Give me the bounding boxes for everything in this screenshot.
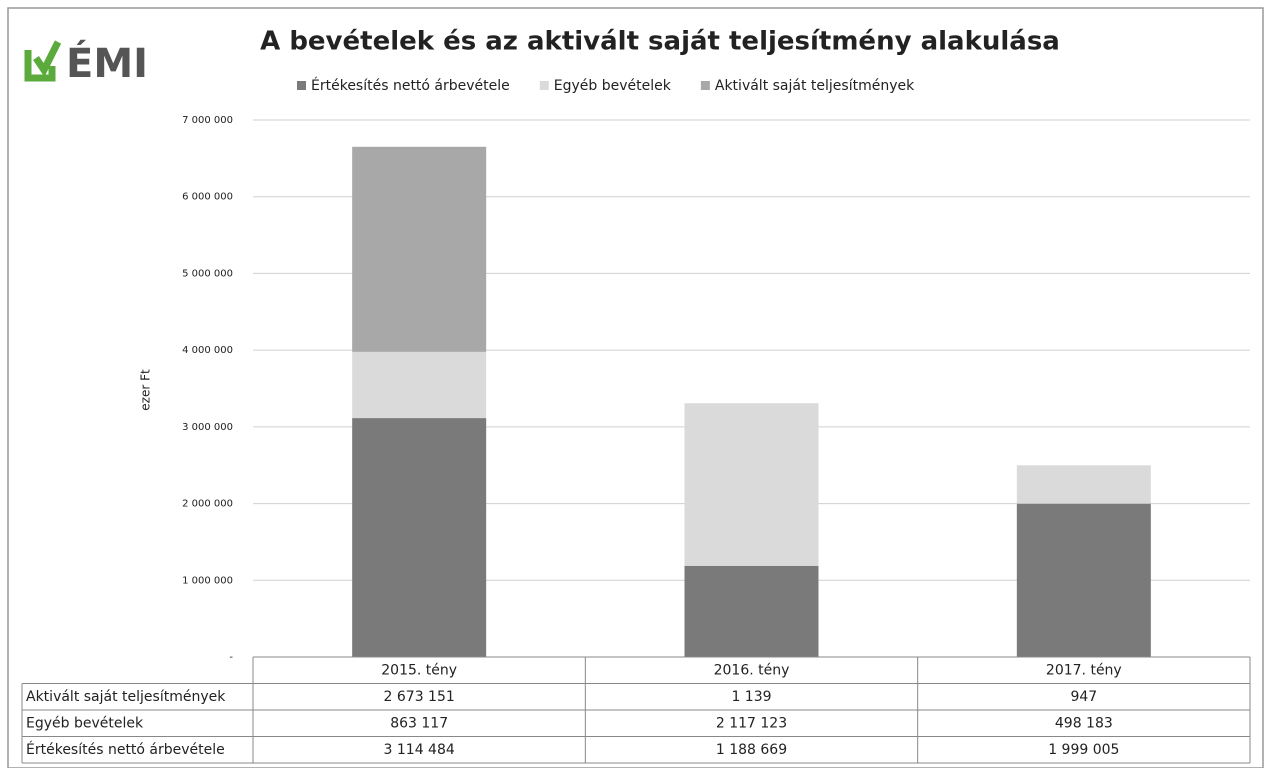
legend-label: Aktivált saját teljesítmények (715, 78, 915, 94)
y-tick-label: 7 000 000 (182, 115, 233, 126)
chart-title: A bevételek és az aktivált saját teljesí… (260, 27, 1060, 57)
table-value: 1 188 669 (716, 742, 787, 758)
y-tick-label: 3 000 000 (182, 422, 233, 433)
bar-segment (1017, 504, 1151, 657)
x-tick-label: 2015. tény (381, 662, 457, 678)
table-row-label: Aktivált saját teljesítmények (26, 689, 226, 705)
table-value: 863 117 (390, 715, 448, 731)
table-value: 3 114 484 (384, 742, 455, 758)
bar-segment (685, 566, 819, 657)
legend-swatch (297, 81, 306, 90)
legend-label: Egyéb bevételek (554, 78, 672, 94)
table-value: 2 673 151 (384, 689, 455, 705)
logo-text: ÉMI (66, 39, 148, 87)
table-value: 947 (1070, 689, 1097, 705)
table-value: 1 139 (731, 689, 771, 705)
y-axis-label: ezer Ft (139, 369, 153, 411)
legend-label: Értékesítés nettó árbevétele (311, 77, 510, 94)
legend-swatch (540, 81, 549, 90)
y-tick-label: 5 000 000 (182, 268, 233, 279)
bar-segment (685, 403, 819, 565)
x-tick-label: 2017. tény (1046, 662, 1122, 678)
y-tick-label: 4 000 000 (182, 345, 233, 356)
bar-segment (1017, 465, 1151, 503)
y-tick-label: 2 000 000 (182, 499, 233, 510)
y-tick-label: 6 000 000 (182, 192, 233, 203)
logo-check (36, 42, 58, 70)
y-tick-label: - (229, 652, 233, 663)
table-row-label: Egyéb bevételek (26, 715, 144, 731)
legend-swatch (701, 81, 710, 90)
table-row-label: Értékesítés nettó árbevétele (26, 741, 225, 758)
table-value: 2 117 123 (716, 715, 787, 731)
bar-segment (352, 147, 486, 352)
bar-segment (352, 352, 486, 418)
x-tick-label: 2016. tény (714, 662, 790, 678)
y-tick-label: 1 000 000 (182, 575, 233, 586)
table-value: 498 183 (1055, 715, 1113, 731)
bar-segment (352, 418, 486, 657)
table-value: 1 999 005 (1048, 742, 1119, 758)
